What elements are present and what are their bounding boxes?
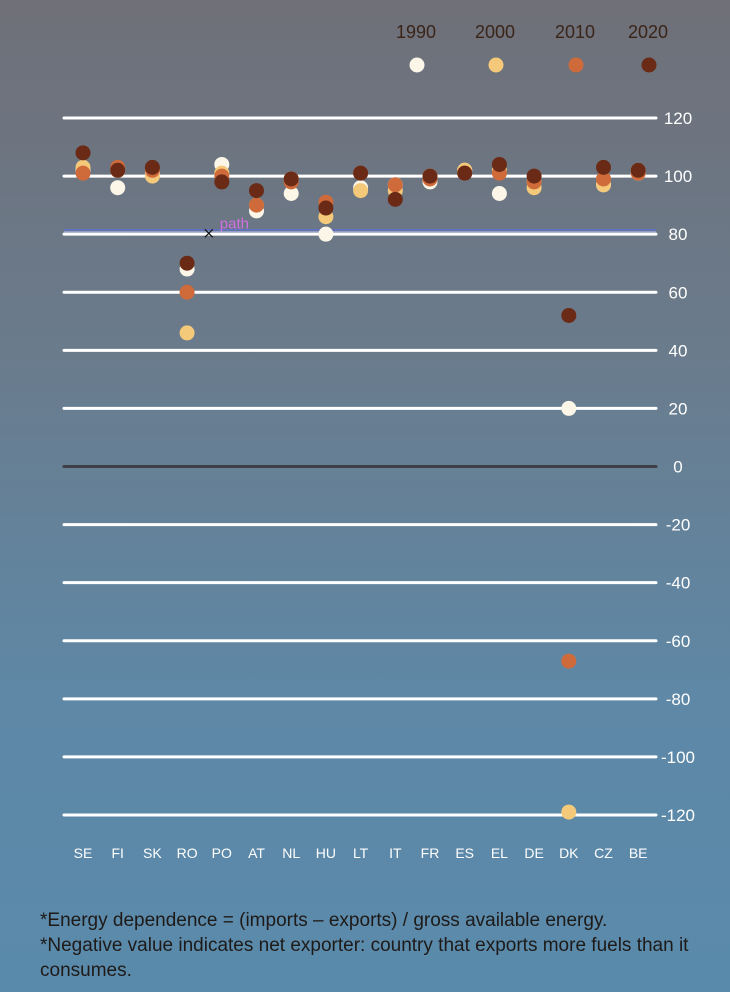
y-tick-label: 0 xyxy=(673,458,682,477)
footnote-definition: *Energy dependence = (imports – exports)… xyxy=(40,910,608,931)
data-point xyxy=(249,183,264,199)
data-point xyxy=(283,171,299,187)
x-tick-label: FI xyxy=(111,845,123,861)
x-tick-label: AT xyxy=(248,845,265,861)
data-point xyxy=(214,174,230,190)
x-tick-label: LT xyxy=(353,845,369,861)
y-tick-label: -120 xyxy=(661,806,695,825)
x-tick-label: NL xyxy=(282,845,300,861)
y-tick-label: -40 xyxy=(666,574,691,593)
data-point xyxy=(318,200,334,216)
y-tick-label: 60 xyxy=(669,283,688,302)
data-point xyxy=(491,156,507,172)
legend-label: 1990 xyxy=(396,22,436,42)
data-point xyxy=(422,168,438,184)
x-axis-ticks: SE FI SK RO PO AT NL HU LT IT FR ES EL DE DK CZ BE xyxy=(74,845,648,861)
data-point xyxy=(75,165,91,181)
data-point xyxy=(561,400,577,416)
y-tick-label: -20 xyxy=(666,516,691,535)
annotation-label: path xyxy=(220,215,249,232)
y-tick-label: -80 xyxy=(666,690,691,709)
legend-marker xyxy=(641,57,657,73)
y-tick-label: -100 xyxy=(661,748,695,767)
data-point xyxy=(526,168,542,184)
legend-marker xyxy=(488,57,504,73)
x-tick-label: PO xyxy=(212,845,232,861)
data-point xyxy=(353,165,369,181)
legend-label: 2010 xyxy=(555,22,595,42)
data-points xyxy=(75,145,646,820)
data-point xyxy=(596,171,611,187)
x-tick-label: ES xyxy=(455,845,474,861)
data-point xyxy=(561,804,577,820)
y-tick-label: 80 xyxy=(669,225,688,244)
y-axis-ticks: 120 100 80 60 40 20 0 -20 -40 -60 -80 -100 -120 xyxy=(661,109,695,825)
reference-line xyxy=(64,229,656,233)
data-point xyxy=(179,284,195,300)
x-tick-label: DK xyxy=(559,845,579,861)
data-point xyxy=(75,145,91,161)
x-tick-label: RO xyxy=(177,845,198,861)
data-point xyxy=(179,325,195,341)
data-point xyxy=(318,226,334,242)
x-tick-label: HU xyxy=(316,845,336,861)
legend-marker xyxy=(409,57,425,73)
data-point xyxy=(283,186,299,202)
x-tick-label: FR xyxy=(421,845,440,861)
y-tick-label: 40 xyxy=(669,341,688,360)
x-tick-label: CZ xyxy=(594,845,613,861)
data-point xyxy=(353,183,369,199)
data-point xyxy=(596,159,611,175)
x-tick-label: DE xyxy=(524,845,543,861)
x-tick-label: BE xyxy=(629,845,648,861)
legend-marker xyxy=(568,57,584,73)
y-tick-label: 20 xyxy=(669,399,688,418)
data-point xyxy=(249,197,264,213)
data-point xyxy=(110,162,126,178)
annotation-marker xyxy=(204,228,214,238)
data-point xyxy=(630,162,646,178)
x-tick-label: SE xyxy=(74,845,93,861)
y-tick-label: 120 xyxy=(664,109,692,128)
data-point xyxy=(144,159,160,175)
x-tick-label: EL xyxy=(491,845,508,861)
legend-label: 2020 xyxy=(628,22,668,42)
footnote-negative-value: *Negative value indicates net exporter: … xyxy=(40,935,689,981)
x-tick-label: SK xyxy=(143,845,162,861)
data-point xyxy=(457,165,473,181)
y-tick-label: 100 xyxy=(664,167,692,186)
gridlines xyxy=(62,116,658,817)
legend-label: 2000 xyxy=(475,22,515,42)
data-point xyxy=(110,180,126,196)
data-point xyxy=(387,177,403,193)
data-point xyxy=(561,653,577,669)
x-tick-label: IT xyxy=(389,845,402,861)
y-tick-label: -60 xyxy=(666,632,691,651)
annotations: path xyxy=(204,215,249,238)
data-point xyxy=(387,191,403,207)
energy-dependence-chart: 120 100 80 60 40 20 0 -20 -40 -60 -80 -100 -120 SE FI… xyxy=(62,22,695,861)
data-point xyxy=(179,255,195,271)
data-point xyxy=(491,186,507,202)
legend: 1990 2000 2010 2020 xyxy=(396,22,668,73)
data-point xyxy=(561,307,577,323)
footnotes: *Energy dependence = (imports – exports)… xyxy=(40,908,710,983)
